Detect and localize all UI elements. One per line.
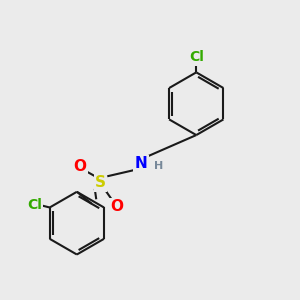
Text: Cl: Cl xyxy=(27,198,42,212)
Text: O: O xyxy=(111,199,124,214)
Text: S: S xyxy=(95,175,106,190)
Text: Cl: Cl xyxy=(189,50,204,64)
Text: O: O xyxy=(73,159,86,174)
Text: H: H xyxy=(154,161,164,171)
Text: N: N xyxy=(135,156,147,171)
